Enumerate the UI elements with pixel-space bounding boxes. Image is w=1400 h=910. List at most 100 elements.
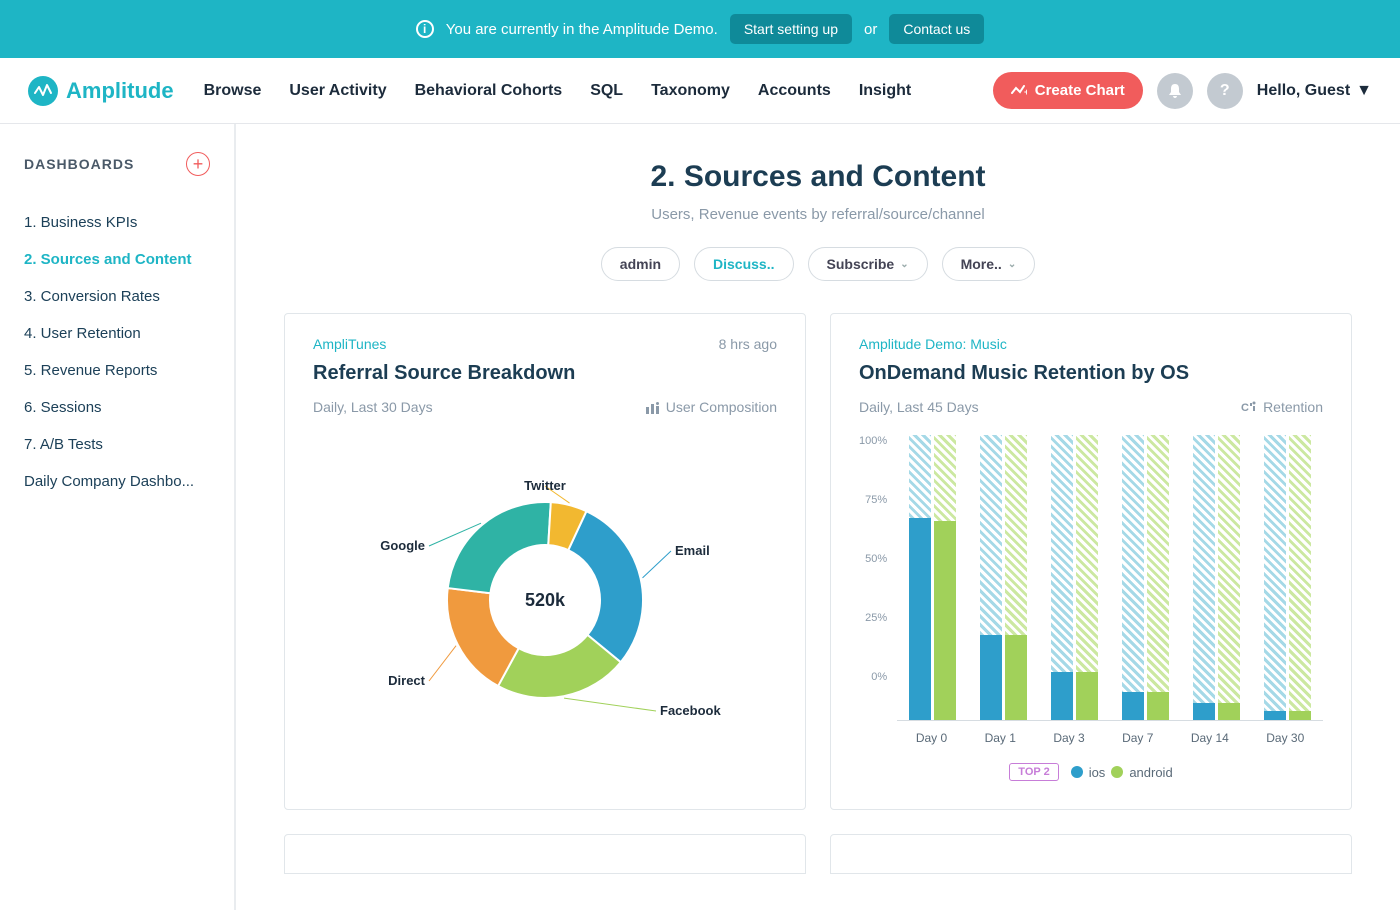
bar-value[interactable] (980, 635, 1002, 721)
action-row: admin Discuss.. Subscribe⌄ More..⌄ (284, 247, 1352, 281)
info-icon: i (416, 20, 434, 38)
card-type: User Composition (646, 399, 777, 415)
sidebar-item[interactable]: Daily Company Dashbo... (24, 463, 210, 500)
bar-group (1051, 435, 1098, 720)
page-subtitle: Users, Revenue events by referral/source… (284, 206, 1352, 223)
donut-segment[interactable] (568, 511, 643, 662)
banner-or: or (864, 21, 877, 38)
help-button[interactable]: ? (1207, 73, 1243, 109)
nav-browse[interactable]: Browse (204, 82, 262, 100)
card-time: 8 hrs ago (719, 336, 777, 352)
create-chart-label: Create Chart (1035, 82, 1125, 99)
chevron-down-icon: ⌄ (900, 259, 908, 270)
x-tick: Day 1 (985, 731, 1016, 745)
start-setup-button[interactable]: Start setting up (730, 14, 852, 44)
add-dashboard-button[interactable]: + (186, 152, 210, 176)
bar-value[interactable] (1289, 711, 1311, 720)
card-type: C Retention (1241, 399, 1323, 415)
sidebar-item[interactable]: 5. Revenue Reports (24, 352, 210, 389)
chart-icon: + (1011, 83, 1027, 99)
subscribe-pill[interactable]: Subscribe⌄ (808, 247, 928, 281)
bar-group (909, 435, 956, 720)
sidebar-item[interactable]: 2. Sources and Content (24, 241, 210, 278)
legend-label: ios (1089, 765, 1106, 780)
create-chart-button[interactable]: + Create Chart (993, 72, 1143, 109)
donut-label: Direct (388, 673, 426, 688)
legend: TOP 2 ios android (859, 763, 1323, 781)
more-pill[interactable]: More..⌄ (942, 247, 1036, 281)
discuss-pill[interactable]: Discuss.. (694, 247, 793, 281)
nav-insight[interactable]: Insight (859, 82, 911, 100)
legend-badge: TOP 2 (1009, 763, 1058, 781)
card-period: Daily, Last 45 Days (859, 399, 979, 415)
sidebar-title: DASHBOARDS (24, 156, 134, 172)
contact-us-button[interactable]: Contact us (889, 14, 984, 44)
card-title: OnDemand Music Retention by OS (859, 362, 1323, 385)
nav-behavioral-cohorts[interactable]: Behavioral Cohorts (415, 82, 563, 100)
nav-taxonomy[interactable]: Taxonomy (651, 82, 730, 100)
card-type-label: User Composition (666, 399, 777, 415)
logo[interactable]: Amplitude (28, 76, 174, 106)
sidebar-item[interactable]: 7. A/B Tests (24, 426, 210, 463)
y-tick: 75% (859, 494, 887, 506)
content: 2. Sources and Content Users, Revenue ev… (236, 124, 1400, 910)
bar-group (1264, 435, 1311, 720)
donut-chart: EmailFacebookDirectGoogleTwitter520k (365, 435, 725, 755)
page-title: 2. Sources and Content (284, 160, 1352, 194)
bar-value[interactable] (909, 518, 931, 720)
card-source[interactable]: AmpliTunes (313, 336, 386, 352)
bar-value[interactable] (934, 521, 956, 721)
more-label: More.. (961, 256, 1002, 272)
sidebar-item[interactable]: 3. Conversion Rates (24, 278, 210, 315)
card-source[interactable]: Amplitude Demo: Music (859, 336, 1007, 352)
retention-icon: C (1241, 400, 1257, 414)
hello-text: Hello, Guest (1257, 82, 1350, 100)
nav-sql[interactable]: SQL (590, 82, 623, 100)
bar-background (1122, 435, 1144, 720)
bar-background (1193, 435, 1215, 720)
donut-center-value: 520k (525, 590, 566, 610)
admin-label: admin (620, 256, 661, 272)
main-nav: Browse User Activity Behavioral Cohorts … (204, 82, 912, 100)
donut-segment[interactable] (448, 502, 551, 593)
logo-text: Amplitude (66, 78, 174, 104)
discuss-label: Discuss.. (713, 256, 774, 272)
y-tick: 50% (859, 553, 887, 565)
bar-value[interactable] (1005, 635, 1027, 721)
nav-accounts[interactable]: Accounts (758, 82, 831, 100)
bar-value[interactable] (1122, 692, 1144, 721)
card-period: Daily, Last 30 Days (313, 399, 433, 415)
x-tick: Day 7 (1122, 731, 1153, 745)
sidebar-item[interactable]: 1. Business KPIs (24, 204, 210, 241)
x-tick: Day 30 (1266, 731, 1304, 745)
bar-value[interactable] (1218, 703, 1240, 720)
notifications-button[interactable] (1157, 73, 1193, 109)
sidebar: DASHBOARDS + 1. Business KPIs2. Sources … (0, 124, 236, 910)
logo-icon (28, 76, 58, 106)
nav-user-activity[interactable]: User Activity (289, 82, 386, 100)
chart-card-retention: Amplitude Demo: Music OnDemand Music Ret… (830, 313, 1352, 810)
chart-card-referral: AmpliTunes 8 hrs ago Referral Source Bre… (284, 313, 806, 810)
bar-background (1289, 435, 1311, 720)
sidebar-item[interactable]: 6. Sessions (24, 389, 210, 426)
chevron-down-icon: ▼ (1356, 82, 1372, 100)
demo-banner: i You are currently in the Amplitude Dem… (0, 0, 1400, 58)
user-menu[interactable]: Hello, Guest ▼ (1257, 82, 1372, 100)
bar-value[interactable] (1051, 672, 1073, 720)
admin-pill[interactable]: admin (601, 247, 680, 281)
bar-value[interactable] (1193, 703, 1215, 720)
bell-icon (1166, 82, 1184, 100)
header: Amplitude Browse User Activity Behaviora… (0, 58, 1400, 124)
card-type-label: Retention (1263, 399, 1323, 415)
legend-label: android (1129, 765, 1172, 780)
bar-value[interactable] (1147, 692, 1169, 721)
bar-value[interactable] (1264, 711, 1286, 720)
chart-card-stub (284, 834, 806, 874)
donut-label: Email (675, 543, 710, 558)
chart-card-stub (830, 834, 1352, 874)
bar-value[interactable] (1076, 672, 1098, 720)
plus-icon: + (193, 155, 204, 173)
sidebar-item[interactable]: 4. User Retention (24, 315, 210, 352)
bar-group (980, 435, 1027, 720)
legend-dot (1111, 766, 1123, 778)
